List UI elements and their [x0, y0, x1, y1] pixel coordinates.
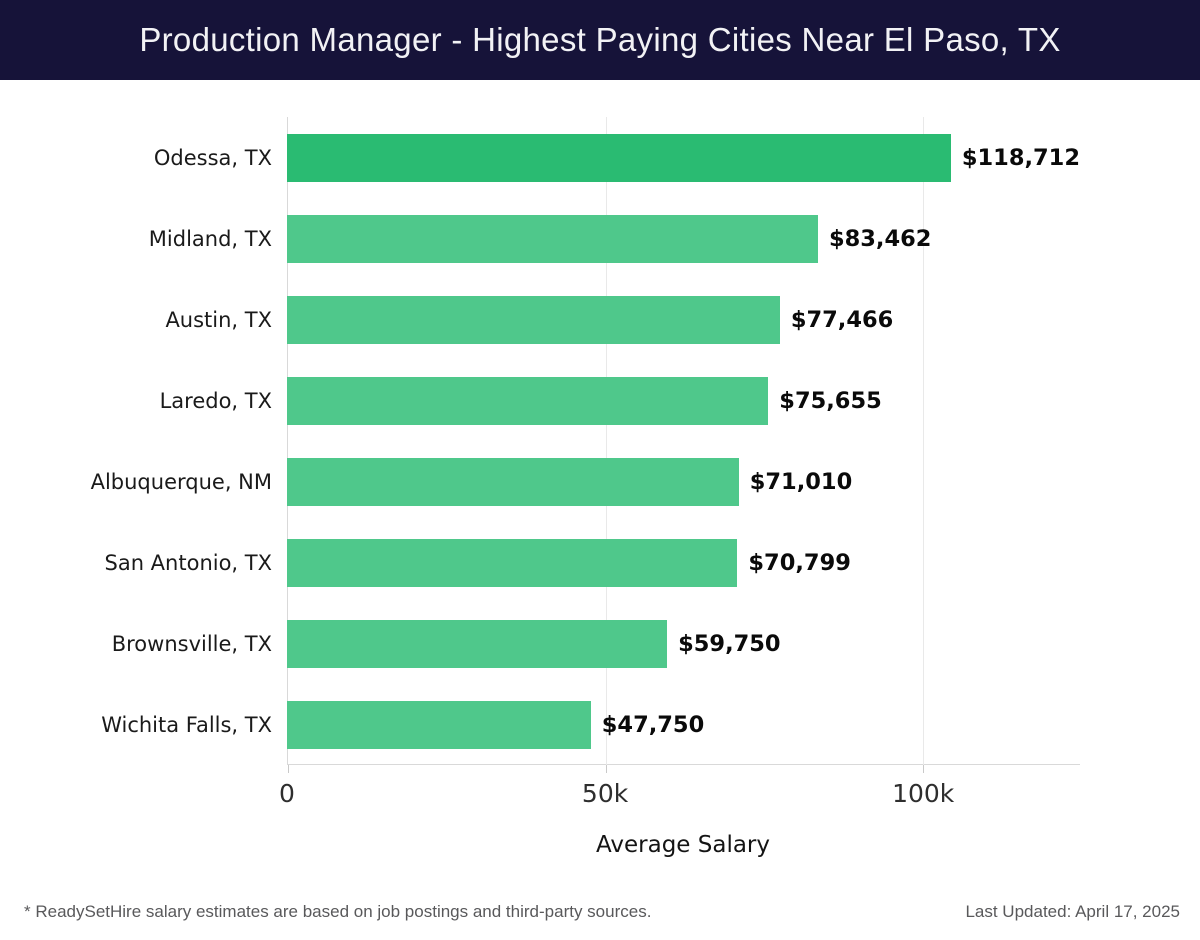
bar-value-label: $77,466 [790, 306, 894, 333]
source-note: * ReadySetHire salary estimates are base… [24, 902, 652, 921]
bar [287, 619, 668, 668]
x-axis-label: Average Salary [595, 832, 771, 858]
bar-value-label: $71,010 [749, 468, 853, 495]
bar-track: $118,712 [287, 117, 1080, 198]
page-title: Production Manager - Highest Paying Citi… [139, 21, 1061, 58]
bar-track: $77,466 [287, 279, 1080, 360]
bar [287, 214, 818, 263]
tick-mark [288, 765, 289, 773]
table-row: Austin, TX $77,466 [0, 279, 1080, 360]
table-row: Brownsville, TX $59,750 [0, 603, 1080, 684]
bar [287, 376, 769, 425]
bar-value-label: $83,462 [828, 225, 932, 252]
tick-mark [605, 765, 607, 773]
title-bar: Production Manager - Highest Paying Citi… [0, 0, 1200, 80]
category-label: Wichita Falls, TX [101, 712, 272, 737]
last-updated-label: Last Updated: April 17, 2025 [965, 902, 1180, 921]
bar-track: $59,750 [287, 603, 1080, 684]
category-label: Brownsville, TX [111, 631, 272, 656]
category-label: Albuquerque, NM [90, 469, 272, 494]
x-tick-label: 50k [581, 779, 629, 808]
bar-track: $47,750 [287, 684, 1080, 765]
category-label: San Antonio, TX [104, 550, 273, 575]
bar-track: $75,655 [287, 360, 1080, 441]
category-label: Austin, TX [165, 307, 272, 332]
bar-value-label: $70,799 [748, 549, 851, 576]
footer: * ReadySetHire salary estimates are base… [0, 898, 1200, 928]
table-row: Laredo, TX $75,655 [0, 360, 1080, 441]
category-label: Laredo, TX [159, 388, 272, 413]
bar-value-label: $118,712 [961, 144, 1080, 171]
x-tick-label: 100k [892, 779, 955, 808]
bar-value-label: $75,655 [779, 387, 882, 414]
bar-value-label: $47,750 [601, 711, 705, 738]
gridline [605, 117, 607, 765]
x-tick-label: 0 [279, 779, 295, 808]
bar-track: $71,010 [287, 441, 1080, 522]
bar-chart: Odessa, TX $118,712 Midland, TX $83,462 Aust… [0, 117, 1200, 773]
bar-track: $83,462 [287, 198, 1080, 279]
bar [287, 133, 951, 182]
bar-rows: Odessa, TX $118,712 Midland, TX $83,462 Aust… [0, 117, 1080, 765]
table-row: Wichita Falls, TX $47,750 [0, 684, 1080, 765]
table-row: San Antonio, TX $70,799 [0, 522, 1080, 603]
bar-value-label: $59,750 [678, 630, 781, 657]
bar [287, 457, 739, 506]
tick-mark [923, 765, 925, 773]
gridline [923, 117, 925, 765]
table-row: Odessa, TX $118,712 [0, 117, 1080, 198]
bar [287, 700, 591, 749]
table-row: Midland, TX $83,462 [0, 198, 1080, 279]
plot-area [287, 117, 1080, 773]
bar-track: $70,799 [287, 522, 1080, 603]
x-axis: 0 50k 100k [279, 765, 1080, 811]
category-label: Odessa, TX [153, 145, 272, 170]
table-row: Albuquerque, NM $71,010 [0, 441, 1080, 522]
bar [287, 295, 780, 344]
category-label: Midland, TX [148, 226, 272, 251]
bar [287, 538, 738, 587]
